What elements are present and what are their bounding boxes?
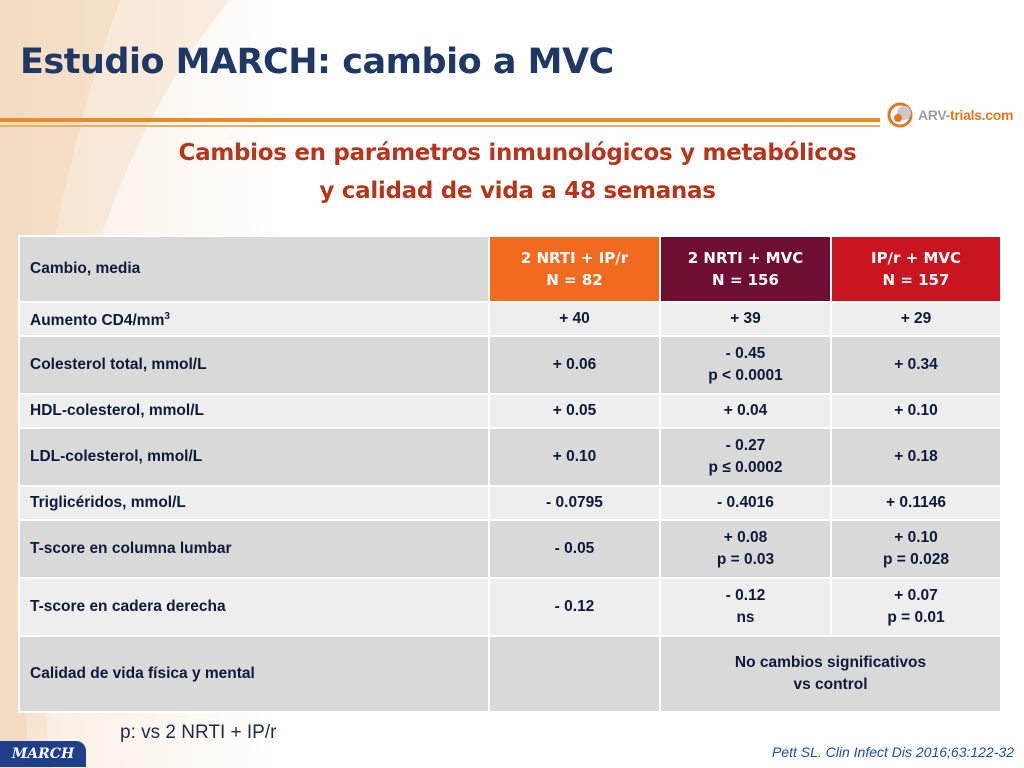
cell-value: + 0.07 p = 0.01 — [830, 577, 1002, 637]
cell-value: + 0.34 — [830, 335, 1002, 395]
cell-value: + 40 — [488, 301, 661, 337]
cell-value: + 39 — [659, 301, 832, 337]
table-row: Aumento CD4/mm3 + 40 + 39 + 29 — [18, 301, 1002, 337]
header-group-ipr-mvc: IP/r + MVC N = 157 — [830, 235, 1002, 303]
row-label: Calidad de vida física y mental — [18, 635, 490, 713]
table-row: T-score en columna lumbar - 0.05 + 0.08 p… — [18, 519, 1002, 579]
row-label: T-score en cadera derecha — [18, 577, 490, 637]
cell-value: + 0.10 — [488, 427, 661, 487]
cell-value: + 0.10 p = 0.028 — [830, 519, 1002, 579]
cell-value: + 0.18 — [830, 427, 1002, 487]
table-row: T-score en cadera derecha - 0.12 - 0.12 n… — [18, 577, 1002, 637]
header-cambio-media: Cambio, media — [18, 235, 490, 303]
row-label: Triglicéridos, mmol/L — [18, 485, 490, 521]
table-row: Calidad de vida física y mental No cambi… — [18, 635, 1002, 713]
row-label: Colesterol total, mmol/L — [18, 335, 490, 395]
subtitle-line-2: y calidad de vida a 48 semanas — [319, 178, 716, 204]
cell-value: - 0.12 ns — [659, 577, 832, 637]
arv-trials-logo-icon — [887, 102, 913, 128]
table-header-row: Cambio, media 2 NRTI + IP/r N = 82 2 NRTI… — [18, 235, 1002, 303]
cell-value: - 0.4016 — [659, 485, 832, 521]
citation: Pett SL. Clin Infect Dis 2016;63:122-32 — [771, 744, 1014, 760]
footnote: p: vs 2 NRTI + IP/r — [120, 722, 277, 743]
arv-trials-logo: ARV-trials.com — [886, 98, 1014, 132]
slide-title: Estudio MARCH: cambio a MVC — [20, 42, 614, 82]
cell-value: + 29 — [830, 301, 1002, 337]
march-tab-label: MARCH — [0, 741, 86, 767]
cell-value-empty — [488, 635, 661, 713]
table-row: Triglicéridos, mmol/L - 0.0795 - 0.4016 … — [18, 485, 1002, 521]
table-row: LDL-colesterol, mmol/L + 0.10 - 0.27 p ≤ … — [18, 427, 1002, 487]
cell-value: + 0.1146 — [830, 485, 1002, 521]
header-group-2nrti-ipr: 2 NRTI + IP/r N = 82 — [488, 235, 661, 303]
cell-value: + 0.06 — [488, 335, 661, 395]
cell-merged-no-changes: No cambios significativos vs control — [659, 635, 1002, 713]
header-group-2nrti-mvc: 2 NRTI + MVC N = 156 — [659, 235, 832, 303]
row-label: LDL-colesterol, mmol/L — [18, 427, 490, 487]
row-label: T-score en columna lumbar — [18, 519, 490, 579]
results-table: Cambio, media 2 NRTI + IP/r N = 82 2 NRTI… — [18, 235, 1002, 713]
cell-value: - 0.27 p ≤ 0.0002 — [659, 427, 832, 487]
title-divider — [0, 118, 880, 122]
row-label: Aumento CD4/mm3 — [18, 301, 490, 337]
subtitle-line-1: Cambios en parámetros inmunológicos y me… — [178, 140, 857, 166]
cell-value: - 0.0795 — [488, 485, 661, 521]
row-label: HDL-colesterol, mmol/L — [18, 393, 490, 429]
cell-value: - 0.45 p < 0.0001 — [659, 335, 832, 395]
cell-value: + 0.05 — [488, 393, 661, 429]
title-divider-secondary — [0, 125, 880, 127]
slide-subtitle: Cambios en parámetros inmunológicos y me… — [100, 134, 935, 210]
cell-value: + 0.10 — [830, 393, 1002, 429]
table-row: HDL-colesterol, mmol/L + 0.05 + 0.04 + 0… — [18, 393, 1002, 429]
cell-value: + 0.04 — [659, 393, 832, 429]
logo-text: ARV-trials.com — [918, 107, 1014, 123]
cell-value: - 0.05 — [488, 519, 661, 579]
cell-value: + 0.08 p = 0.03 — [659, 519, 832, 579]
table-row: Colesterol total, mmol/L + 0.06 - 0.45 p … — [18, 335, 1002, 395]
cell-value: - 0.12 — [488, 577, 661, 637]
